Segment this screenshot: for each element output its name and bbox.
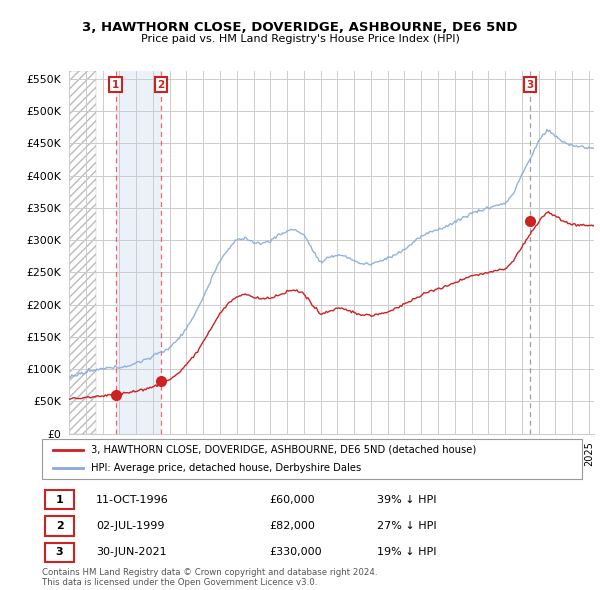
- Text: 39% ↓ HPI: 39% ↓ HPI: [377, 495, 436, 504]
- Text: 11-OCT-1996: 11-OCT-1996: [96, 495, 169, 504]
- Text: 3: 3: [527, 80, 534, 90]
- Bar: [69, 71, 96, 434]
- Text: 1: 1: [56, 495, 64, 504]
- Text: 2: 2: [56, 521, 64, 531]
- Text: 30-JUN-2021: 30-JUN-2021: [96, 548, 167, 558]
- Bar: [116, 71, 161, 434]
- Text: £82,000: £82,000: [269, 521, 314, 531]
- Text: 19% ↓ HPI: 19% ↓ HPI: [377, 548, 436, 558]
- Text: 3, HAWTHORN CLOSE, DOVERIDGE, ASHBOURNE, DE6 5ND (detached house): 3, HAWTHORN CLOSE, DOVERIDGE, ASHBOURNE,…: [91, 445, 476, 455]
- Text: 27% ↓ HPI: 27% ↓ HPI: [377, 521, 436, 531]
- Text: Price paid vs. HM Land Registry's House Price Index (HPI): Price paid vs. HM Land Registry's House …: [140, 34, 460, 44]
- Text: £330,000: £330,000: [269, 548, 322, 558]
- Bar: [45, 490, 74, 509]
- Text: 3, HAWTHORN CLOSE, DOVERIDGE, ASHBOURNE, DE6 5ND: 3, HAWTHORN CLOSE, DOVERIDGE, ASHBOURNE,…: [82, 21, 518, 34]
- Text: 3: 3: [56, 548, 64, 558]
- Text: HPI: Average price, detached house, Derbyshire Dales: HPI: Average price, detached house, Derb…: [91, 463, 361, 473]
- Text: 2: 2: [158, 80, 165, 90]
- Bar: [45, 543, 74, 562]
- Text: 02-JUL-1999: 02-JUL-1999: [96, 521, 164, 531]
- Bar: [45, 516, 74, 536]
- Text: Contains HM Land Registry data © Crown copyright and database right 2024.
This d: Contains HM Land Registry data © Crown c…: [42, 568, 377, 587]
- Text: £60,000: £60,000: [269, 495, 314, 504]
- Text: 1: 1: [112, 80, 119, 90]
